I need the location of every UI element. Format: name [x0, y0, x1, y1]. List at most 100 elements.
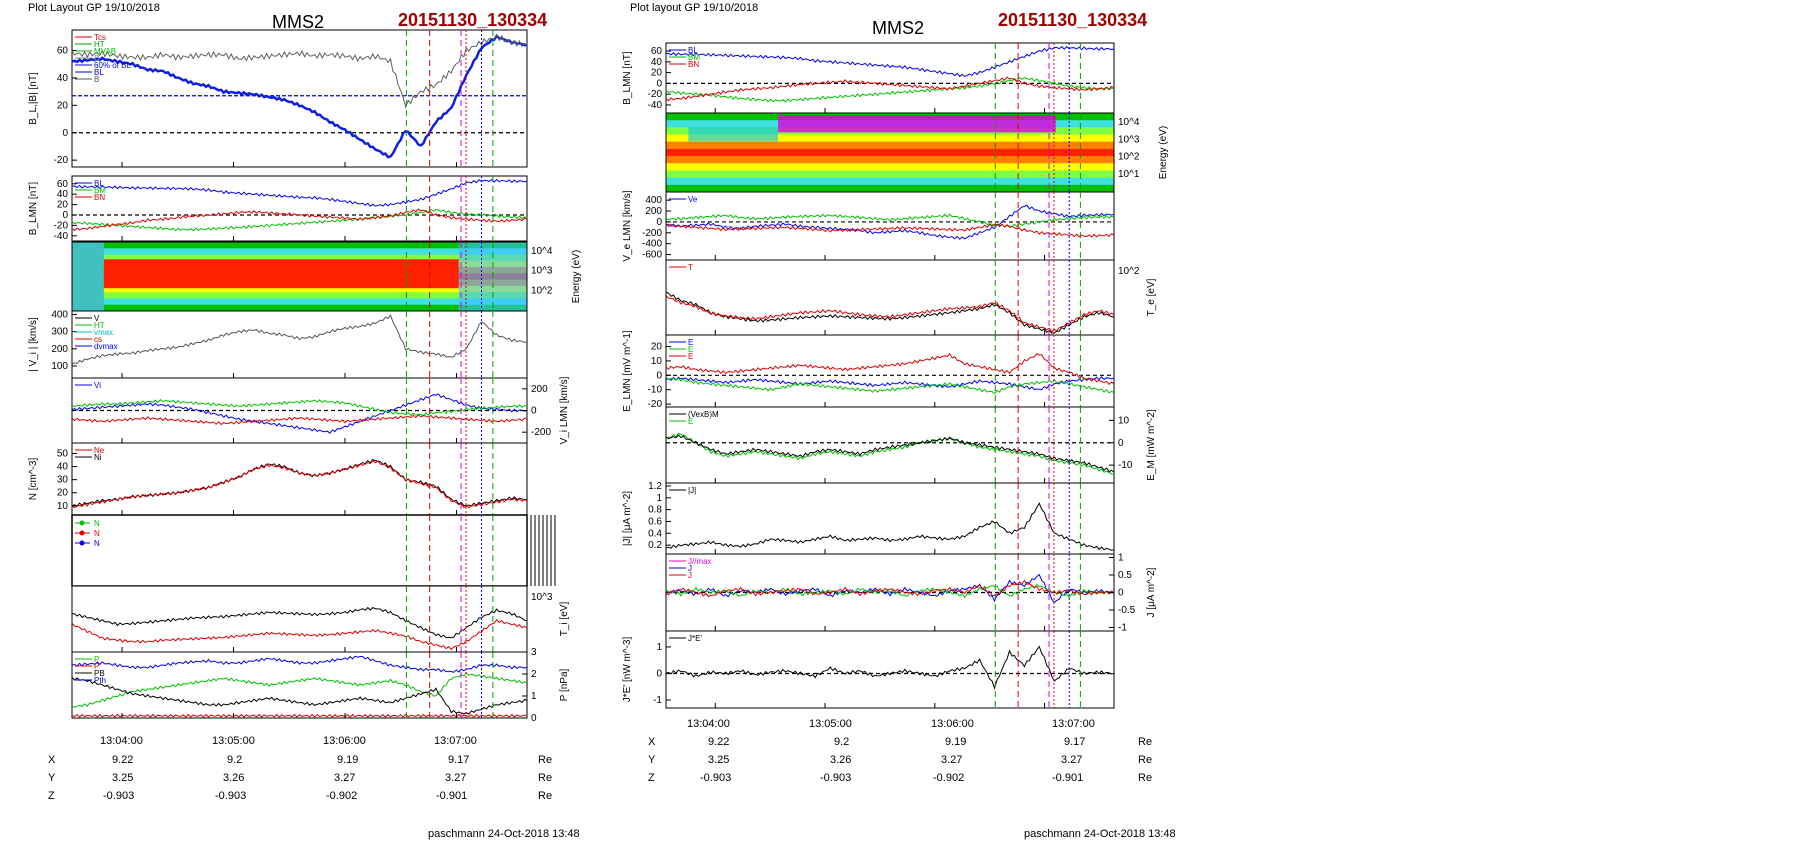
right-footer: paschmann 24-Oct-2018 13:48: [1024, 828, 1176, 840]
series-line: [71, 414, 528, 426]
series-line: [665, 213, 1115, 228]
coord-unit: Re: [538, 754, 553, 766]
y-tick-label: 200: [531, 384, 548, 395]
y-tick-label: 0.5: [1118, 570, 1132, 581]
legend-marker: [79, 520, 85, 526]
series-line: [665, 434, 1115, 473]
right-time-tick: 13:06:00: [931, 718, 974, 730]
y-tick-label: 0: [656, 668, 662, 679]
right-panel-1: 10^4 10^3 10^2 10^1 Energy (eV): [665, 112, 1169, 193]
legend-label: E: [688, 352, 693, 361]
y-axis-label: B_L,|B| [nT]: [28, 72, 39, 125]
coord-value: -0.903: [103, 790, 135, 802]
y-tick-label: 20: [57, 100, 69, 111]
heatmap-band: [666, 170, 1114, 179]
legend-label: PB: [94, 669, 105, 678]
series-line: [71, 314, 528, 365]
legend-label: BN: [94, 193, 105, 202]
right-event-id: 20151130_130334: [998, 10, 1148, 30]
y-tick-label: 50: [57, 448, 69, 459]
coord-value: -0.903: [820, 772, 852, 784]
panel-frame: [665, 406, 1115, 484]
y-tick-label: 0: [656, 217, 662, 228]
series-line: [71, 676, 528, 715]
legend-label: T: [688, 263, 693, 272]
y-tick-label: 100: [51, 361, 68, 372]
panel-frame: [71, 651, 528, 719]
heatmap-band: [666, 156, 1114, 164]
panel-frame: [71, 585, 528, 653]
y-tick-label: 10: [1118, 415, 1130, 426]
y-tick-label: 0.4: [648, 528, 662, 539]
legend-label: MVAB: [94, 47, 116, 56]
y-tick-label: 10^3: [1118, 134, 1140, 145]
y-tick-label: 1.2: [648, 481, 662, 492]
series-line: [71, 33, 527, 159]
heatmap-band: [72, 254, 527, 262]
series-line: [665, 645, 1115, 690]
left-plot-title: MMS2: [272, 12, 325, 32]
y-axis-label: |J| [μA m^-2]: [622, 491, 633, 546]
left-panel-4: -200 0 200 V_i LMN [km/s] Vi: [71, 376, 570, 444]
panel-frame: [71, 175, 528, 242]
coord-value: 3.27: [334, 772, 356, 784]
heatmap-band: [666, 148, 1114, 157]
coord-unit: Re: [538, 790, 553, 802]
y-tick-label: 10^2: [531, 285, 553, 296]
right-time-tick: 13:04:00: [687, 718, 730, 730]
y-tick-label: -40: [54, 231, 69, 242]
series-line: [665, 432, 1115, 475]
y-tick-label: -10: [648, 385, 663, 396]
legend-label: N: [94, 539, 100, 548]
panel-frame: [71, 310, 528, 379]
right-time-tick: 13:07:00: [1052, 718, 1095, 730]
y-tick-label: 1: [656, 642, 662, 653]
y-tick-label: -400: [642, 239, 662, 250]
legend-label: BN: [688, 60, 699, 69]
legend-label: B: [94, 54, 99, 63]
y-tick-label: 2: [531, 669, 537, 680]
coord-value: 9.19: [337, 754, 359, 766]
y-tick-label: 20: [651, 68, 663, 79]
y-tick-label: 30: [57, 475, 69, 486]
legend-label: dvmax: [94, 342, 118, 351]
y-tick-label: 1: [656, 493, 662, 504]
left-time-tick: 13:04:00: [100, 735, 143, 747]
right-panel-5: -10 0 10 E_M [mW m^-2] (VexB)ME: [665, 406, 1157, 484]
y-tick-label: -10: [1118, 460, 1133, 471]
legend-marker: [79, 530, 85, 536]
legend-label: BM: [688, 53, 700, 62]
y-axis-label: B_LMN [nT]: [622, 51, 633, 105]
left-panel-2: 10^4 10^3 10^2 Energy (eV): [71, 241, 582, 312]
y-tick-label: -20: [54, 155, 69, 166]
y-tick-label: 40: [651, 57, 663, 68]
right-plot-title: MMS2: [872, 18, 925, 38]
coord-value: 9.22: [708, 736, 730, 748]
panel-frame: [665, 42, 1115, 114]
y-tick-label: 10: [651, 356, 663, 367]
y-tick-label: 10^3: [531, 266, 553, 277]
legend-label: Ne: [94, 446, 105, 455]
y-tick-label: 0: [1118, 438, 1124, 449]
series-line: [665, 376, 1115, 391]
y-axis-label: Energy (eV): [571, 250, 582, 303]
y-tick-label: 10^2: [1118, 152, 1140, 163]
series-line: [665, 76, 1115, 102]
y-axis-label: B_LMN [nT]: [28, 182, 39, 236]
legend-label: vmax: [94, 328, 113, 337]
legend-label: HT: [94, 40, 105, 49]
y-tick-label: 10^2: [1118, 266, 1140, 277]
left-time-tick: 13:06:00: [323, 735, 366, 747]
y-tick-label: 60: [57, 179, 69, 190]
y-tick-label: 1: [1118, 553, 1124, 564]
left-event-id: 20151130_130334: [398, 10, 548, 30]
y-axis-label: N [cm^-3]: [28, 458, 39, 501]
y-tick-label: 10^3: [531, 592, 553, 603]
legend-label: E: [688, 345, 693, 354]
series-line: [665, 583, 1115, 599]
series-line: [71, 459, 528, 509]
y-axis-label: Energy (eV): [1158, 126, 1169, 179]
y-axis-label: E_M [mW m^-2]: [1146, 409, 1157, 481]
